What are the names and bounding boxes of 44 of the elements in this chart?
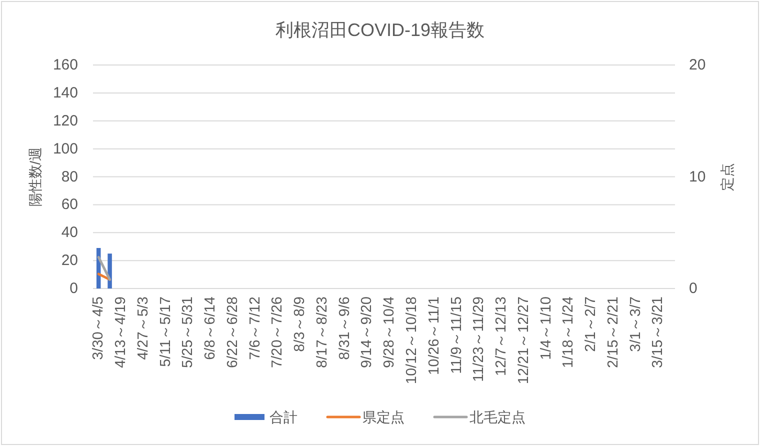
- x-tick-label: 1/18～1/24: [560, 296, 577, 368]
- x-tick-label: 10/26～11/1: [426, 296, 442, 375]
- x-tick-label: 5/25～5/31: [180, 296, 196, 368]
- y-axis-title: 陽性数/週: [27, 146, 43, 207]
- y-tick-label: 100: [52, 140, 78, 158]
- x-tick-label: 7/20～7/26: [270, 296, 286, 368]
- chart-title: 利根沼田COVID-19報告数: [275, 20, 485, 40]
- x-tick-label: 4/13～4/19: [112, 296, 129, 368]
- x-tick-label: 1/4～1/10: [538, 296, 554, 360]
- y-tick-label: 120: [52, 112, 78, 130]
- x-tick-label: 10/12～10/18: [404, 296, 420, 384]
- y-tick-label: 140: [52, 84, 78, 102]
- legend-label: 合計: [270, 409, 298, 425]
- y-tick-label: 80: [61, 168, 78, 186]
- x-tick-label: 5/11～5/17: [158, 296, 174, 367]
- y-tick-label: 20: [61, 252, 78, 270]
- x-tick-label: 12/21～12/27: [516, 296, 532, 384]
- x-tick-label: 11/9～11/15: [448, 296, 465, 374]
- y2-tick-label: 0: [689, 280, 698, 297]
- x-tick-label: 12/7～12/13: [494, 296, 510, 376]
- y-tick-label: 160: [52, 56, 78, 74]
- y-tick-label: 40: [61, 224, 78, 242]
- x-tick-label: 3/30～4/5: [90, 296, 107, 360]
- x-tick-label: 11/23～11/29: [471, 296, 488, 382]
- x-tick-label: 8/17～8/23: [314, 296, 330, 368]
- x-tick-label: 7/6～7/12: [247, 296, 264, 360]
- x-tick-label: 2/15～2/21: [605, 296, 622, 368]
- y2-axis-title: 定点: [719, 162, 735, 191]
- y2-tick-label: 20: [689, 56, 706, 74]
- x-tick-label: 9/28～10/4: [382, 296, 398, 368]
- x-tick-label: 8/31～9/6: [336, 296, 353, 360]
- x-tick-label: 4/27～5/3: [135, 296, 152, 360]
- x-tick-label: 8/3～8/9: [292, 296, 308, 352]
- x-tick-label: 6/22～6/28: [224, 296, 241, 368]
- x-tick-label: 9/14～9/20: [359, 296, 376, 368]
- y-tick-label: 0: [70, 280, 78, 297]
- x-tick-label: 3/15～3/21: [650, 296, 666, 368]
- legend-label: 北毛定点: [470, 409, 526, 425]
- y2-tick-label: 10: [689, 168, 706, 186]
- legend-label: 県定点: [362, 409, 404, 425]
- x-tick-label: 2/1～2/7: [583, 296, 600, 352]
- x-tick-label: 6/8～6/14: [202, 296, 219, 360]
- y-tick-label: 60: [61, 196, 78, 214]
- x-tick-label: 3/1～3/7: [628, 296, 644, 352]
